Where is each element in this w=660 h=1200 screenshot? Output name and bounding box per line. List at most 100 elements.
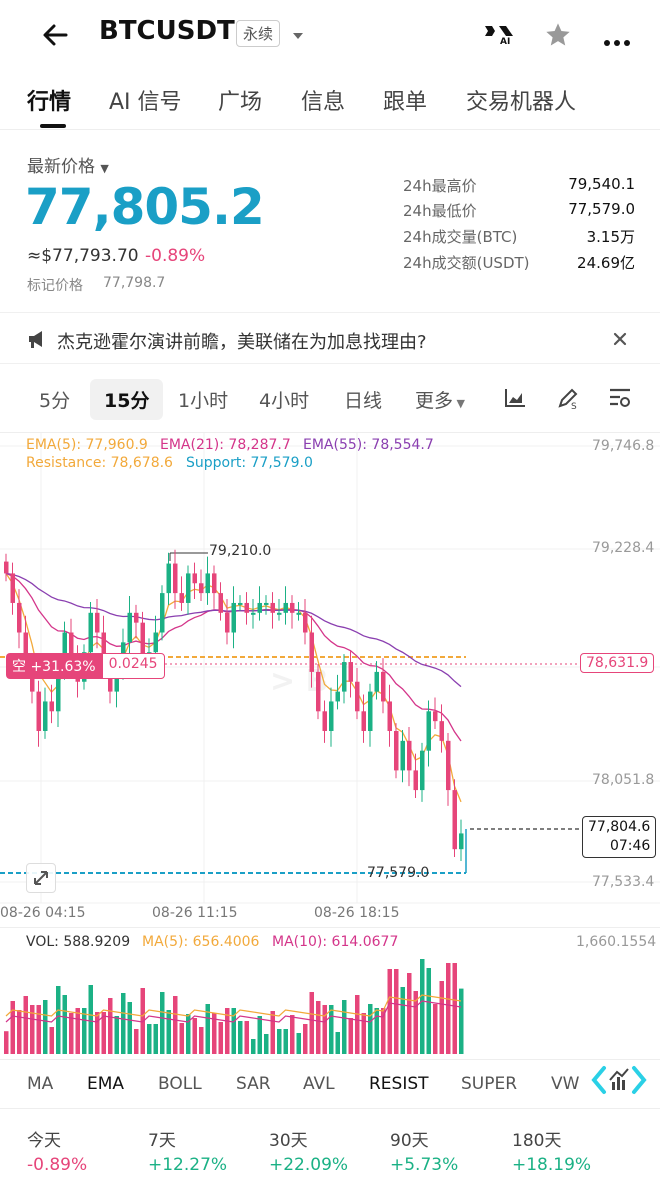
volume-bar bbox=[4, 1031, 9, 1054]
candle bbox=[199, 583, 204, 594]
volume-bar bbox=[426, 968, 431, 1054]
stat-value: 77,579.0 bbox=[568, 200, 635, 218]
candle bbox=[43, 701, 48, 731]
support-label: Support: 77,579.0 bbox=[186, 455, 313, 471]
volume-bar bbox=[290, 1015, 295, 1054]
volume-bar bbox=[348, 1018, 353, 1054]
latest-price-label[interactable]: 最新价格 ▼ bbox=[27, 152, 109, 177]
volume-bar bbox=[153, 1024, 158, 1054]
perf-label-90d: 90天 bbox=[390, 1131, 429, 1151]
symbol-dropdown-icon[interactable] bbox=[292, 26, 304, 45]
latest-price-label-text: 最新价格 bbox=[27, 157, 95, 177]
volume-bar bbox=[179, 1023, 184, 1054]
volume-bar bbox=[205, 1004, 210, 1054]
volume-bar bbox=[127, 1002, 132, 1054]
volume-bar bbox=[114, 1016, 119, 1054]
current-price-tag[interactable]: 77,804.6 07:46 bbox=[582, 816, 657, 858]
entry-price-tag[interactable]: 78,631.9 bbox=[580, 653, 655, 673]
volume-bar bbox=[309, 992, 314, 1054]
interval-1d[interactable]: 日线 bbox=[344, 390, 383, 412]
candle bbox=[153, 632, 158, 653]
indicator-avl[interactable]: AVL bbox=[303, 1074, 335, 1094]
close-icon[interactable] bbox=[612, 331, 628, 351]
stat-turnover: 24h成交额(USDT) 24.69亿 bbox=[403, 252, 635, 273]
star-icon[interactable] bbox=[544, 21, 572, 53]
volume-bar bbox=[160, 992, 165, 1054]
candle bbox=[218, 593, 223, 613]
candle bbox=[166, 563, 171, 594]
interval-4h[interactable]: 4小时 bbox=[259, 390, 310, 412]
price-chart[interactable]: > B EMA(5): 77,960.9 EMA(21): 78,287.7 E… bbox=[0, 432, 660, 927]
volume-bar bbox=[433, 1004, 438, 1054]
candle bbox=[355, 681, 360, 712]
volume-bar bbox=[36, 1005, 41, 1054]
candle bbox=[361, 711, 366, 731]
volume-bar bbox=[82, 1008, 87, 1054]
interval-more[interactable]: 更多 ▼ bbox=[415, 386, 465, 413]
stat-label: 24h最高价 bbox=[403, 177, 477, 195]
perf-value-30d: +22.09% bbox=[269, 1155, 349, 1175]
volume-bar bbox=[108, 998, 113, 1054]
position-tag[interactable]: 空 +31.63% 0.0245 bbox=[6, 653, 165, 679]
indicator-sar[interactable]: SAR bbox=[236, 1074, 271, 1094]
candle-countdown: 07:46 bbox=[609, 838, 651, 854]
volume-bar bbox=[69, 1013, 74, 1054]
interval-5m[interactable]: 5分 bbox=[39, 390, 71, 412]
indicator-resist[interactable]: RESIST bbox=[369, 1074, 429, 1094]
tab-ai-signal[interactable]: AI 信号 bbox=[109, 90, 182, 115]
volume-bar bbox=[238, 1021, 243, 1054]
volume-bar bbox=[374, 1008, 379, 1054]
mark-price-label: 标记价格 bbox=[27, 278, 83, 294]
tab-copy-trading[interactable]: 跟单 bbox=[383, 90, 428, 115]
usd-price: ≈$77,793.70 bbox=[27, 246, 139, 266]
back-arrow-icon[interactable] bbox=[40, 20, 70, 54]
active-tab-indicator bbox=[40, 124, 66, 128]
symbol-title[interactable]: BTCUSDT bbox=[99, 16, 235, 46]
chart-type-icon[interactable] bbox=[504, 388, 526, 412]
volume-bar bbox=[75, 1008, 80, 1054]
more-icon[interactable] bbox=[603, 32, 631, 51]
news-bar[interactable] bbox=[0, 312, 660, 364]
draw-tool-icon[interactable]: S bbox=[556, 386, 580, 414]
tab-market[interactable]: 行情 bbox=[27, 90, 72, 115]
tab-trading-bots[interactable]: 交易机器人 bbox=[466, 90, 577, 115]
ai-icon[interactable]: AI bbox=[482, 22, 516, 48]
y-tick: 78,051.8 bbox=[592, 772, 655, 788]
indicator-super[interactable]: SUPER bbox=[461, 1074, 518, 1094]
tab-info[interactable]: 信息 bbox=[301, 90, 346, 115]
indicator-ma[interactable]: MA bbox=[27, 1074, 54, 1094]
volume-bar bbox=[420, 959, 425, 1054]
volume-chart[interactable]: VOL: 588.9209 MA(5): 656.4006 MA(10): 61… bbox=[0, 927, 660, 1059]
indicator-boll[interactable]: BOLL bbox=[158, 1074, 202, 1094]
interval-15m[interactable]: 15分 bbox=[90, 379, 164, 420]
candle bbox=[56, 671, 61, 712]
ai-indicator-icon[interactable] bbox=[584, 1060, 660, 1104]
entry-price-tag-value: 78,631.9 bbox=[586, 655, 649, 671]
candle bbox=[17, 602, 22, 633]
contract-type-badge: 永续 bbox=[236, 20, 281, 47]
expand-chart-icon[interactable] bbox=[26, 863, 56, 893]
candle bbox=[407, 740, 412, 771]
stat-label: 24h成交额(USDT) bbox=[403, 254, 530, 272]
candle bbox=[88, 612, 93, 653]
volume-bar bbox=[407, 973, 412, 1054]
volume-bar bbox=[394, 969, 399, 1054]
volume-bar bbox=[23, 996, 28, 1054]
volume-bar bbox=[446, 963, 451, 1054]
perf-value-7d: +12.27% bbox=[148, 1155, 228, 1175]
indicator-vw[interactable]: VW bbox=[551, 1074, 580, 1094]
volume-bar bbox=[49, 1027, 54, 1054]
candle bbox=[400, 740, 405, 771]
interval-more-label: 更多 bbox=[415, 390, 454, 412]
candle bbox=[303, 612, 308, 633]
candle bbox=[257, 602, 262, 613]
main-tabs: 行情 AI 信号 广场 信息 跟单 交易机器人 bbox=[0, 70, 660, 130]
volume-bar bbox=[186, 1014, 191, 1054]
chart-settings-icon[interactable] bbox=[608, 387, 632, 413]
interval-1h[interactable]: 1小时 bbox=[178, 390, 229, 412]
candle bbox=[179, 593, 184, 603]
indicator-ema[interactable]: EMA bbox=[87, 1074, 125, 1094]
volume-bar bbox=[355, 995, 360, 1054]
news-text[interactable]: 杰克逊霍尔演讲前瞻，美联储在为加息找理由? bbox=[57, 332, 427, 353]
tab-square[interactable]: 广场 bbox=[218, 90, 263, 115]
